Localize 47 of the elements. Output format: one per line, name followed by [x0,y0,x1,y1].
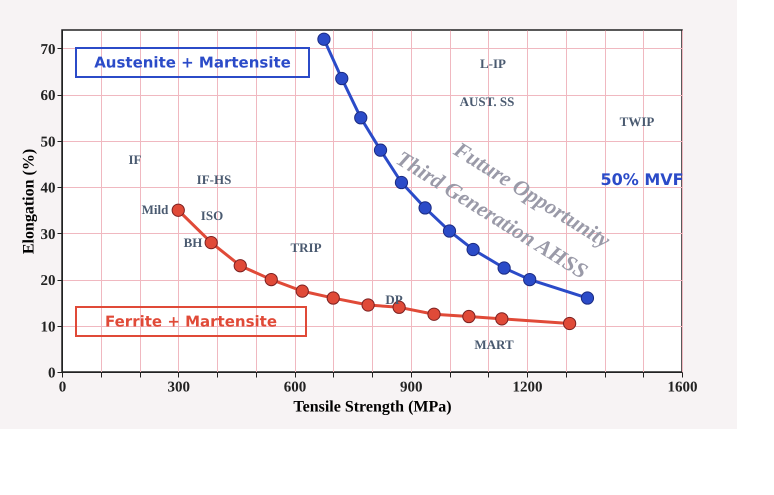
y-axis-title: Elongation (%) [20,148,38,254]
y-tick-label: 50 [40,134,56,150]
point [354,111,368,124]
annotation: L-IP [480,56,506,71]
y-tick-label: 60 [40,88,56,104]
annotation: AUST. SS [460,94,514,109]
x-tick-label: 300 [168,380,190,396]
x-tick-label: 600 [284,380,306,396]
x-tick-label: 1600 [668,380,698,396]
point [264,272,278,286]
point [563,316,576,330]
annotation: BH [184,235,202,250]
annotation: DP [385,292,403,307]
point [418,201,432,215]
y-tick-label: 10 [40,319,56,336]
series-label: Ferrite + Martensite [105,312,277,330]
point [462,310,476,324]
point [335,72,348,86]
annotation: IF-HS [196,172,232,187]
x-tick-label: 1200 [512,380,542,396]
annotation: Mild [142,202,170,217]
point [427,308,441,321]
y-tick-label: 40 [40,180,56,197]
point [172,204,185,217]
annotation: MART [474,337,514,352]
y-tick-label: 20 [40,273,56,290]
point [374,144,388,157]
series-label: Austenite + Martensite [94,54,291,72]
annotation: TRIP [290,240,322,255]
point [495,312,508,326]
y-tick-label: 30 [40,226,56,243]
x-tick-label: 900 [400,380,422,396]
point [580,291,594,305]
x-axis-title: Tensile Strength (MPa) [293,398,452,416]
point [317,32,331,46]
point [296,284,309,298]
point [204,236,218,250]
annotation: ISO [200,208,224,223]
y-tick-label: 70 [40,42,56,58]
annotation: IF [128,152,142,167]
y-tick-label: 0 [48,366,56,382]
x-tick-label: 0 [58,380,66,396]
point [234,259,247,272]
point [498,261,511,275]
point [326,291,340,305]
point [362,298,375,312]
annotation: TWIP [620,114,654,129]
